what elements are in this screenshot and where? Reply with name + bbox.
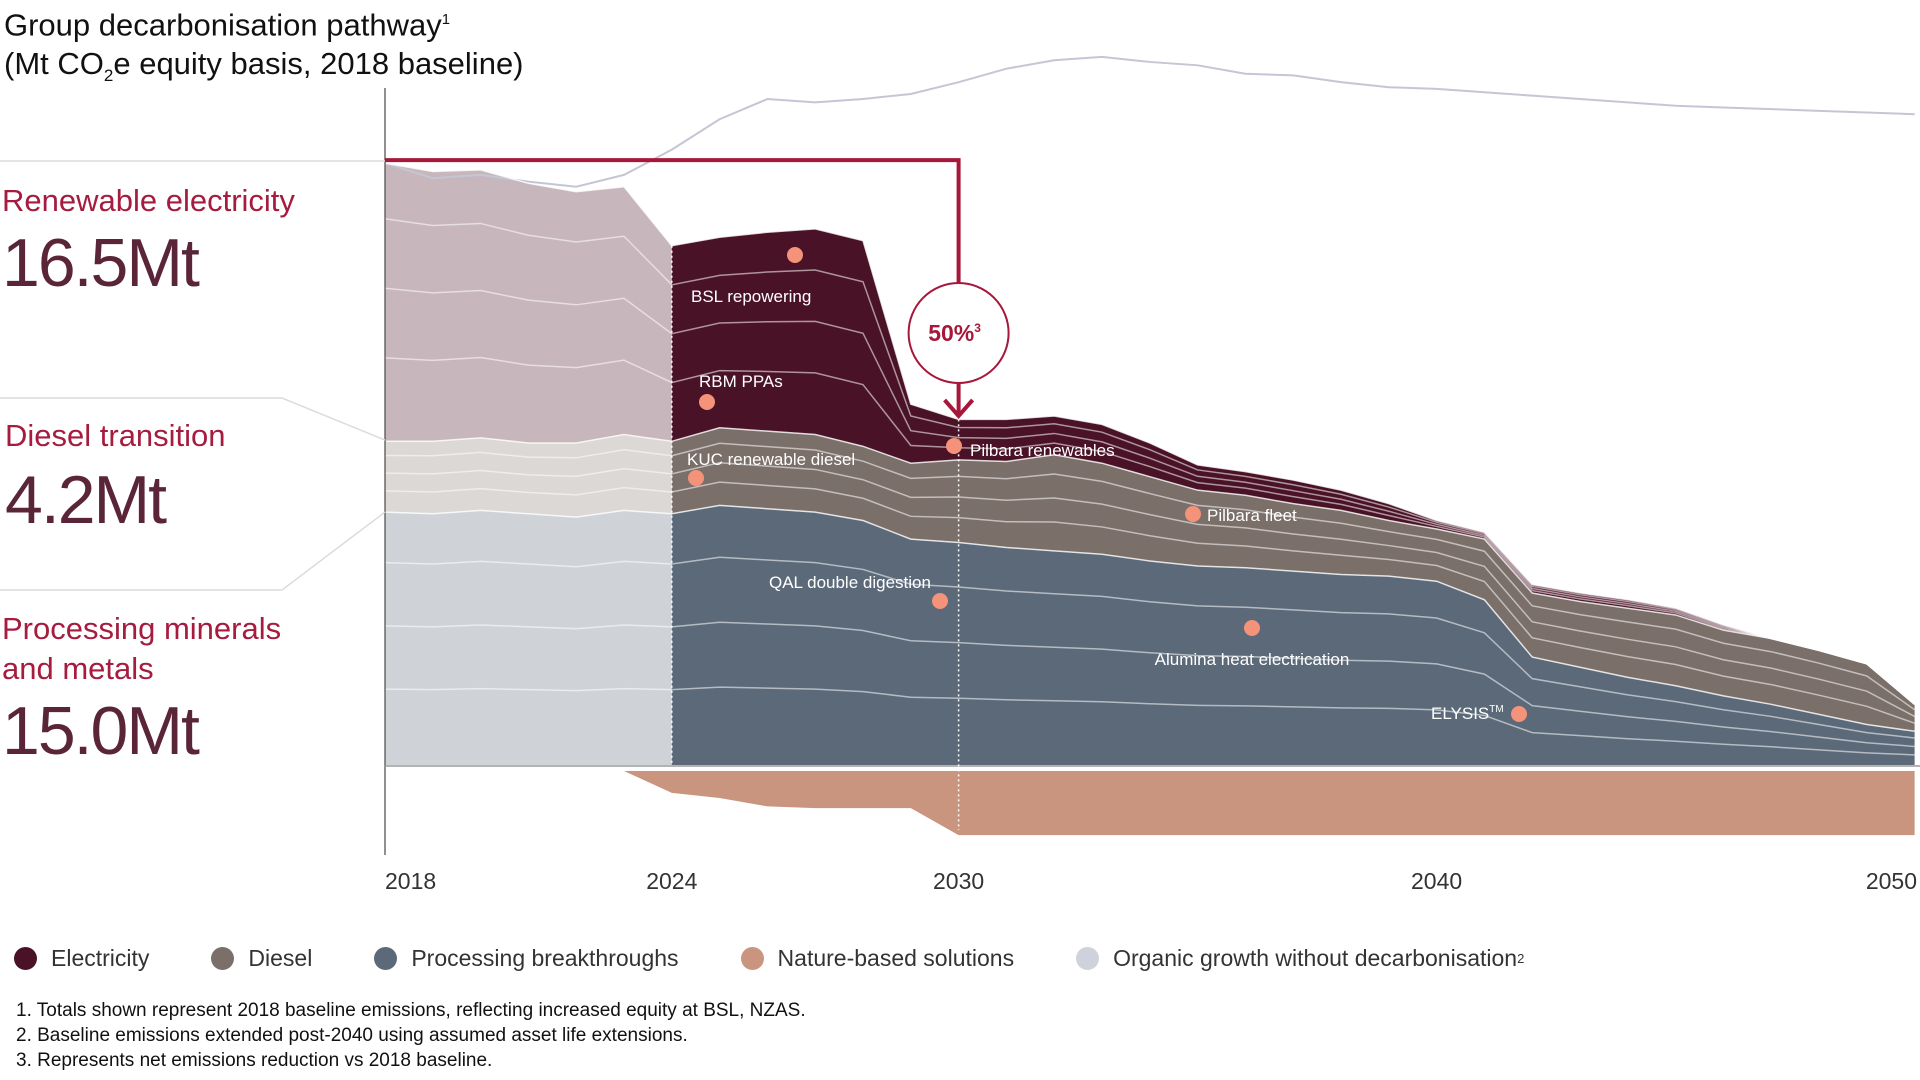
legend-dot-icon <box>14 947 37 970</box>
side-value-renewable: 16.5Mt <box>2 225 200 301</box>
layer-subline <box>384 217 1916 705</box>
footnote-2: 2. Baseline emissions extended post-2040… <box>16 1025 688 1046</box>
legend-label: Organic growth without decarbonisation <box>1113 945 1518 971</box>
target-footnote-ref: 3 <box>974 321 981 335</box>
x-tick-label: 2018 <box>385 868 436 894</box>
annotation-label: KUC renewable diesel <box>687 450 855 469</box>
annotation-text: ELYSIS <box>1431 704 1489 723</box>
legend-label: Nature-based solutions <box>777 945 1015 971</box>
annotation-label: ELYSISTM <box>1431 704 1504 723</box>
area-processing-baseline <box>385 510 672 765</box>
side-label-processing: Processing minerals <box>2 611 282 646</box>
x-axis-ticks: 2018 2024 2030 2040 2050 <box>385 868 1917 894</box>
legend-dot-icon <box>740 947 764 970</box>
legend: Electricity Diesel Processing breakthrou… <box>14 945 1586 972</box>
baseline-bracket <box>385 158 961 287</box>
title-subscript: 2 <box>103 66 114 86</box>
x-tick-label: 2024 <box>646 868 697 894</box>
footnotes: 1. Totals shown represent 2018 baseline … <box>16 998 806 1073</box>
annotation-sup: TM <box>1489 704 1503 715</box>
annotation-marker <box>1244 620 1260 636</box>
annotation-marker <box>787 247 803 263</box>
annotation-marker <box>688 470 704 486</box>
legend-item-nature: Nature-based solutions <box>740 945 1015 972</box>
title-line2b: e equity basis, 2018 baseline) <box>113 46 524 82</box>
side-label-diesel: Diesel transition <box>5 418 226 453</box>
guides: 50%3 <box>0 88 1920 855</box>
title-line1: Group decarbonisation pathway <box>4 7 442 43</box>
layer-boundary-line <box>384 162 1916 705</box>
area-processing <box>671 505 1915 765</box>
x-tick-label: 2050 <box>1866 868 1917 894</box>
target-label: 50%3 <box>928 320 981 346</box>
layer-boundary-line <box>385 427 1916 705</box>
legend-label: Diesel <box>248 945 313 971</box>
annotation-marker <box>1511 706 1527 722</box>
footnote-3: 3. Represents net emissions reduction vs… <box>16 1050 493 1071</box>
layer-subline <box>384 556 1915 739</box>
annotation-marker <box>1185 506 1201 522</box>
annotation-text: Alumina heat electrication <box>1155 650 1350 669</box>
annotation-label: Alumina heat electrication <box>1155 650 1350 669</box>
layer-boundary-line <box>384 504 1915 733</box>
arrow-down-icon <box>943 398 975 420</box>
x-tick-label: 2030 <box>933 868 984 894</box>
annotation-text: Pilbara renewables <box>970 441 1115 460</box>
layer-subline <box>384 442 1916 711</box>
x-tick-label: 2040 <box>1411 868 1462 894</box>
annotation-label: QAL double digestion <box>769 573 931 592</box>
area-electricity-baseline <box>385 163 672 443</box>
layer-subline <box>384 621 1915 748</box>
title-footnote-ref: 1 <box>441 11 451 28</box>
annotation-label: Pilbara renewables <box>970 441 1115 460</box>
legend-item-diesel: Diesel <box>211 945 312 972</box>
divider-diesel <box>0 397 386 441</box>
annotation-label: Pilbara fleet <box>1207 506 1297 525</box>
layer-subline <box>384 481 1915 724</box>
area-diesel-baseline <box>385 434 672 518</box>
annotation-label: BSL repowering <box>691 287 811 306</box>
footnote-1: 1. Totals shown represent 2018 baseline … <box>16 1000 806 1021</box>
legend-item-electricity: Electricity <box>14 945 149 972</box>
legend-label: Processing breakthroughs <box>411 945 679 971</box>
legend-dot-icon <box>1076 947 1100 970</box>
annotation-text: Pilbara fleet <box>1207 506 1297 525</box>
annotation-text: KUC renewable diesel <box>687 450 855 469</box>
layer-subline <box>384 461 1915 718</box>
side-label-processing-2: and metals <box>2 651 154 686</box>
title-line2a: (Mt CO <box>4 46 104 82</box>
layer-subline <box>384 686 1915 756</box>
organic-growth-line <box>384 55 1915 188</box>
side-value-processing: 15.0Mt <box>2 693 200 769</box>
layer-subline <box>384 356 1916 705</box>
annotation-marker <box>932 593 948 609</box>
side-label-renewable: Renewable electricity <box>2 183 295 218</box>
annotation-text: RBM PPAs <box>699 372 783 391</box>
legend-item-processing: Processing breakthroughs <box>374 945 679 972</box>
area-electricity <box>671 228 1915 705</box>
divider-processing <box>0 511 386 591</box>
annotation-label: RBM PPAs <box>699 372 783 391</box>
legend-dot-icon <box>211 947 235 970</box>
legend-label: Electricity <box>51 945 150 971</box>
annotation-text: BSL repowering <box>691 287 811 306</box>
layer-sublines <box>384 162 1916 756</box>
legend-footnote-ref: 2 <box>1517 951 1525 966</box>
annotation-marker <box>699 394 715 410</box>
target-value: 50% <box>928 320 974 346</box>
stacked-areas <box>384 55 1915 836</box>
annotations: BSL repowering RBM PPAs KUC renewable dies… <box>687 247 1527 723</box>
chart-title: Group decarbonisation pathway1 (Mt CO2e … <box>4 0 524 96</box>
layer-subline <box>384 287 1916 705</box>
annotation-marker <box>946 438 962 454</box>
legend-item-organic-growth: Organic growth without decarbonisation 2 <box>1076 945 1524 972</box>
area-nature-based-solutions <box>624 771 1915 836</box>
annotation-text: QAL double digestion <box>769 573 931 592</box>
side-value-diesel: 4.2Mt <box>5 462 167 538</box>
target-circle <box>907 282 1010 384</box>
legend-dot-icon <box>374 947 398 970</box>
area-diesel <box>671 427 1915 732</box>
